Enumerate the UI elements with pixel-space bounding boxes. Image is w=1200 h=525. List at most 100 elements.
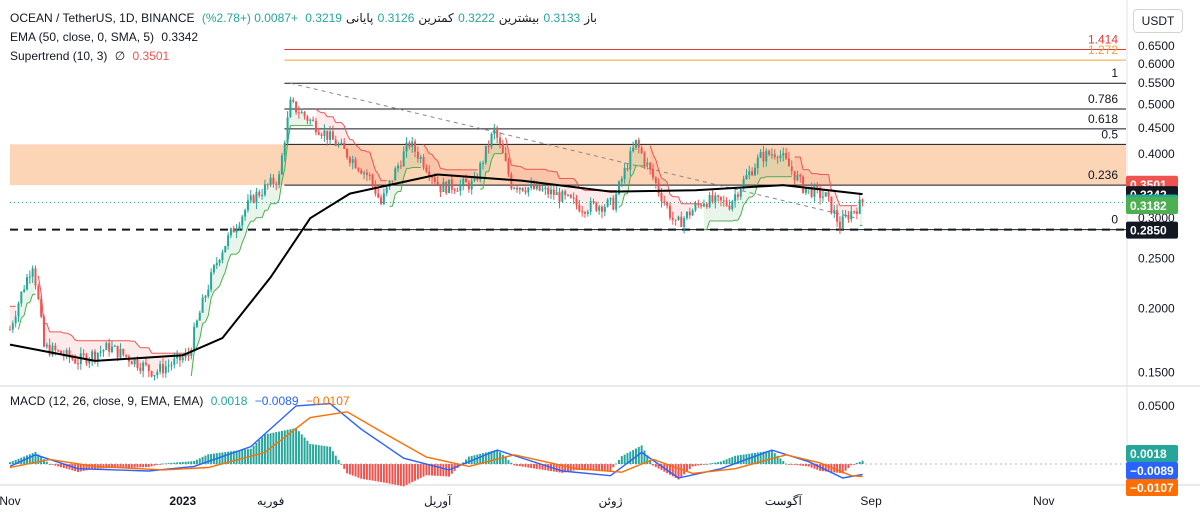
macd-hist-bar	[513, 464, 516, 466]
candle-body	[484, 145, 487, 163]
currency-button[interactable]: USDT	[1133, 9, 1183, 33]
candle-body	[68, 350, 71, 358]
candle-body	[646, 162, 649, 165]
macd-hist-bar	[62, 464, 65, 469]
macd-hist-bar	[153, 464, 156, 466]
candle-body	[773, 154, 776, 158]
macd-hist-bar	[796, 464, 799, 466]
supertrend-fill	[805, 169, 809, 189]
macd-hist-bar	[391, 464, 394, 485]
macd-hist-bar	[736, 455, 739, 465]
candle-body	[255, 191, 258, 203]
macd-hist-bar	[518, 464, 521, 467]
candle-body	[527, 187, 530, 193]
candle-body	[504, 153, 507, 161]
macd-hist-bar	[329, 446, 332, 465]
candle-body	[348, 157, 351, 163]
supertrend-segment	[202, 321, 206, 325]
candle-body	[584, 212, 586, 214]
macd-hist-bar	[312, 444, 315, 465]
supertrend-segment	[743, 200, 747, 206]
supertrend-segment	[669, 194, 674, 197]
candle-body	[600, 206, 603, 212]
candle-body	[258, 191, 261, 196]
macd-hist-bar	[385, 464, 388, 484]
candle-body	[382, 193, 385, 204]
candle-body	[850, 211, 853, 220]
candle-body	[770, 154, 773, 156]
supertrend-fill	[582, 189, 585, 214]
candle-body	[28, 276, 31, 278]
candle-body	[201, 297, 204, 313]
candle-body	[99, 351, 102, 353]
supertrend-segment	[581, 188, 586, 191]
supertrend-segment	[75, 339, 79, 342]
candle-body	[436, 181, 439, 185]
time-tick-label: ژوئن	[598, 494, 622, 508]
macd-hist-bar	[487, 451, 490, 465]
macd-hist-bar	[490, 451, 493, 465]
supertrend-segment	[514, 164, 518, 167]
supertrend-segment	[817, 173, 821, 176]
candle-body	[702, 203, 705, 207]
candle-body	[91, 351, 94, 360]
supertrend-segment	[799, 156, 804, 170]
candle-body	[130, 361, 133, 365]
supertrend-label: Supertrend (10, 3)	[10, 49, 108, 63]
supertrend-segment	[284, 143, 289, 169]
ema-value: 0.3342	[161, 30, 199, 44]
macd-hist-bar	[626, 453, 629, 465]
candle-body	[674, 219, 677, 221]
macd-hist-bar	[382, 464, 385, 483]
candle-body	[575, 198, 578, 205]
supertrend-segment	[332, 116, 337, 123]
candle-body	[57, 350, 60, 352]
macd-hist-bar	[119, 464, 122, 468]
candle-body	[425, 167, 428, 172]
candle-body	[108, 343, 111, 352]
candle-body	[346, 148, 349, 158]
time-tick-label: Sep	[860, 494, 882, 508]
supertrend-segment	[754, 183, 759, 195]
candle-body	[473, 177, 476, 181]
macd-hist-bar	[357, 464, 360, 478]
candle-body	[547, 187, 550, 195]
candle-body	[572, 197, 575, 199]
supertrend-symbol: ∅	[114, 49, 126, 63]
price-tick-label: 0.6500	[1138, 39, 1175, 53]
supertrend-segment	[190, 352, 195, 377]
supertrend-segment	[29, 294, 34, 303]
supertrend-segment	[26, 302, 30, 304]
macd-legend: MACD (12, 26, close, 9, EMA, EMA) 0.0018…	[10, 393, 354, 409]
supertrend-segment	[204, 315, 209, 323]
candle-body	[841, 216, 844, 229]
candle-body	[402, 151, 405, 167]
candle-body	[23, 289, 26, 292]
supertrend-segment	[236, 251, 240, 255]
macd-hist-bar	[414, 464, 417, 481]
macd-tag-bg	[1126, 479, 1178, 496]
low-label: کمترین	[418, 11, 454, 25]
macd-hist-bar	[402, 464, 405, 487]
candle-body	[714, 195, 717, 202]
supertrend-segment	[46, 323, 51, 333]
supertrend-segment	[629, 173, 634, 178]
macd-hist-bar	[411, 464, 414, 483]
candle-body	[753, 167, 756, 176]
candle-body	[252, 195, 255, 203]
macd-hist-bar	[42, 459, 45, 465]
macd-hist-bar	[524, 464, 527, 468]
macd-hist-bar	[122, 464, 125, 468]
macd-hist-bar	[850, 464, 853, 466]
supertrend-fill	[822, 174, 826, 197]
macd-hist-bar	[782, 461, 785, 465]
macd-hist-bar	[431, 464, 434, 476]
candle-body	[51, 345, 54, 356]
macd-hist-bar	[68, 464, 71, 470]
candle-body	[762, 151, 765, 162]
change-value: +0.0087 (+2.78%)	[201, 11, 298, 25]
macd-hist-bar	[439, 464, 442, 477]
supertrend-fill	[140, 347, 144, 371]
candle-body	[617, 181, 620, 195]
